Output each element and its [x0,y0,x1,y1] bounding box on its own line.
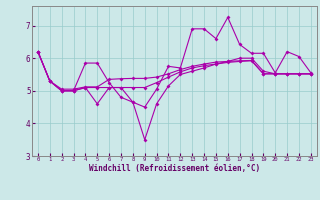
X-axis label: Windchill (Refroidissement éolien,°C): Windchill (Refroidissement éolien,°C) [89,164,260,173]
